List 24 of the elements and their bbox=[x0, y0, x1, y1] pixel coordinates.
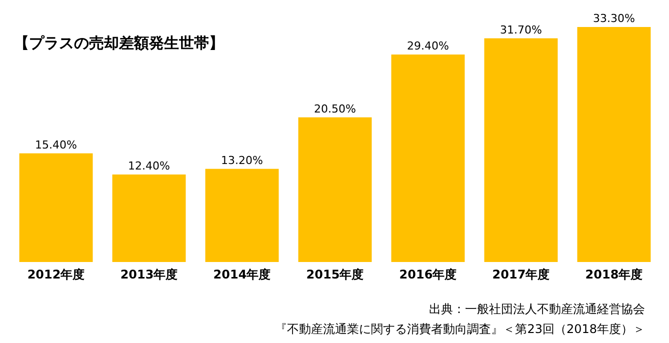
text: 【プラスの売却差額発生世帯】 bbox=[14, 34, 224, 52]
bar bbox=[484, 38, 558, 262]
x-tick-label: 2013年度 bbox=[120, 268, 178, 282]
x-tick-label: 2018年度 bbox=[585, 268, 643, 282]
bar bbox=[205, 168, 279, 262]
x-tick-label: 2014年度 bbox=[213, 268, 271, 282]
data-label: 15.40% bbox=[35, 138, 78, 152]
text: 『不動産流通業に関する消費者動向調査』＜第23回（2018年度）＞ bbox=[275, 322, 645, 336]
bar bbox=[577, 27, 651, 262]
data-label: 13.20% bbox=[221, 154, 263, 167]
data-label: 31.70% bbox=[500, 23, 542, 36]
x-tick-label: 2017年度 bbox=[492, 268, 550, 282]
data-label: 20.50% bbox=[314, 102, 356, 116]
bar bbox=[112, 174, 186, 262]
x-tick-label: 2016年度 bbox=[399, 268, 457, 282]
bar bbox=[298, 117, 372, 262]
data-label: 12.40% bbox=[128, 159, 170, 172]
bar bbox=[19, 153, 93, 262]
source-note: 出典：一般社団法人不動産流通経営協会 bbox=[429, 302, 645, 316]
x-tick-label: 2012年度 bbox=[27, 268, 85, 282]
x-tick-label: 2015年度 bbox=[306, 268, 364, 282]
data-label: 29.40% bbox=[407, 40, 449, 53]
data-label: 33.30% bbox=[592, 12, 635, 25]
bar bbox=[391, 54, 465, 262]
